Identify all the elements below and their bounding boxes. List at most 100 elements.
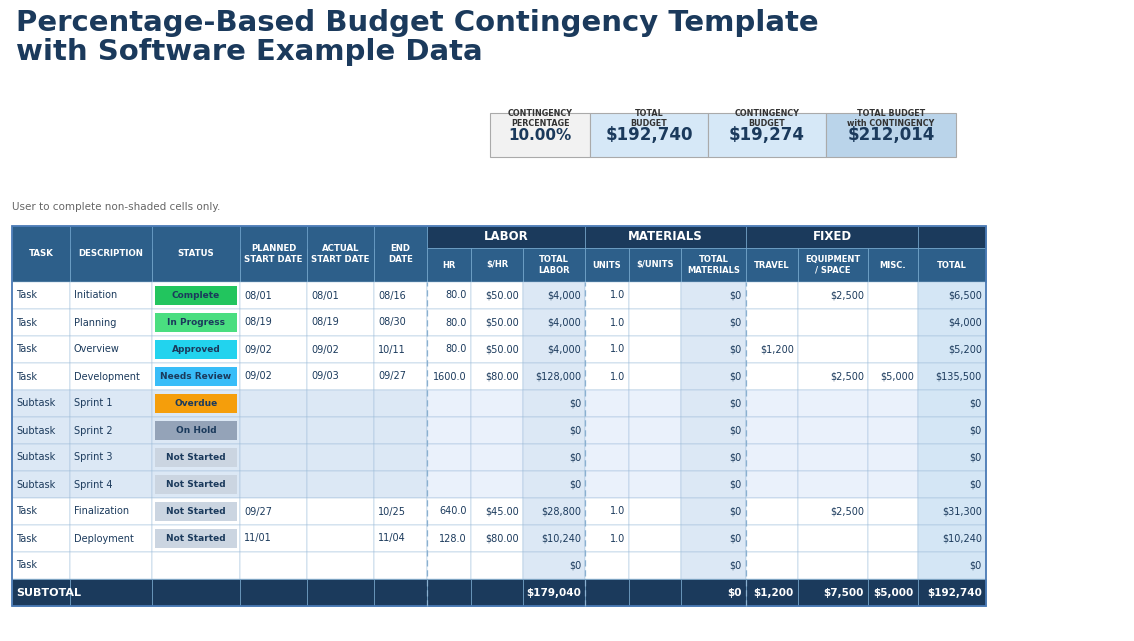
FancyBboxPatch shape	[374, 552, 428, 579]
FancyBboxPatch shape	[746, 417, 798, 444]
FancyBboxPatch shape	[152, 309, 240, 336]
FancyBboxPatch shape	[682, 525, 746, 552]
Text: In Progress: In Progress	[167, 318, 225, 327]
FancyBboxPatch shape	[428, 579, 471, 606]
FancyBboxPatch shape	[798, 363, 868, 390]
Text: $0: $0	[569, 479, 581, 490]
Text: Complete: Complete	[172, 291, 220, 300]
Text: $6,500: $6,500	[948, 290, 982, 301]
FancyBboxPatch shape	[919, 336, 985, 363]
Text: 08/30: 08/30	[378, 317, 406, 328]
FancyBboxPatch shape	[70, 444, 152, 471]
Text: $80.00: $80.00	[485, 372, 519, 381]
Text: On Hold: On Hold	[176, 426, 217, 435]
Text: $0: $0	[569, 560, 581, 570]
FancyBboxPatch shape	[919, 579, 985, 606]
FancyBboxPatch shape	[70, 226, 152, 248]
FancyBboxPatch shape	[746, 336, 798, 363]
FancyBboxPatch shape	[523, 444, 585, 471]
FancyBboxPatch shape	[585, 226, 746, 248]
FancyBboxPatch shape	[585, 444, 629, 471]
FancyBboxPatch shape	[868, 552, 919, 579]
Text: HR: HR	[442, 260, 456, 269]
FancyBboxPatch shape	[155, 421, 237, 440]
Text: $0: $0	[728, 588, 742, 597]
Text: with Software Example Data: with Software Example Data	[16, 38, 483, 66]
Text: $4,000: $4,000	[548, 344, 581, 354]
FancyBboxPatch shape	[682, 248, 746, 282]
FancyBboxPatch shape	[523, 498, 585, 525]
FancyBboxPatch shape	[585, 282, 629, 309]
Text: $2,500: $2,500	[830, 290, 864, 301]
Text: ACTUAL
START DATE: ACTUAL START DATE	[312, 244, 370, 263]
Text: $45.00: $45.00	[485, 506, 519, 517]
Text: 80.0: 80.0	[446, 290, 467, 301]
FancyBboxPatch shape	[374, 309, 428, 336]
FancyBboxPatch shape	[682, 282, 746, 309]
FancyBboxPatch shape	[240, 309, 307, 336]
Text: $0: $0	[730, 372, 742, 381]
Text: $0: $0	[730, 506, 742, 517]
FancyBboxPatch shape	[428, 336, 471, 363]
Text: $28,800: $28,800	[541, 506, 581, 517]
FancyBboxPatch shape	[155, 367, 237, 386]
FancyBboxPatch shape	[307, 579, 374, 606]
FancyBboxPatch shape	[152, 444, 240, 471]
Text: $192,740: $192,740	[928, 588, 982, 597]
FancyBboxPatch shape	[428, 282, 471, 309]
FancyBboxPatch shape	[471, 336, 523, 363]
FancyBboxPatch shape	[471, 471, 523, 498]
Text: Initiation: Initiation	[74, 290, 117, 301]
FancyBboxPatch shape	[471, 417, 523, 444]
Text: $0: $0	[970, 453, 982, 463]
FancyBboxPatch shape	[374, 525, 428, 552]
FancyBboxPatch shape	[152, 226, 240, 248]
Text: $0: $0	[569, 453, 581, 463]
FancyBboxPatch shape	[629, 390, 682, 417]
Text: 09/27: 09/27	[244, 506, 272, 517]
Text: Task: Task	[16, 290, 37, 301]
FancyBboxPatch shape	[746, 444, 798, 471]
Text: $2,500: $2,500	[830, 506, 864, 517]
FancyBboxPatch shape	[374, 226, 428, 248]
Text: $135,500: $135,500	[936, 372, 982, 381]
Text: 08/19: 08/19	[311, 317, 339, 328]
Text: 1600.0: 1600.0	[433, 372, 467, 381]
FancyBboxPatch shape	[70, 390, 152, 417]
FancyBboxPatch shape	[523, 282, 585, 309]
FancyBboxPatch shape	[152, 579, 240, 606]
FancyBboxPatch shape	[746, 498, 798, 525]
FancyBboxPatch shape	[70, 579, 152, 606]
FancyBboxPatch shape	[428, 226, 585, 248]
FancyBboxPatch shape	[798, 552, 868, 579]
Text: END
DATE: END DATE	[388, 244, 413, 263]
Text: $192,740: $192,740	[606, 126, 693, 144]
FancyBboxPatch shape	[428, 471, 471, 498]
FancyBboxPatch shape	[70, 309, 152, 336]
Text: $7,500: $7,500	[823, 588, 864, 597]
FancyBboxPatch shape	[682, 417, 746, 444]
Text: $2,500: $2,500	[830, 372, 864, 381]
FancyBboxPatch shape	[629, 336, 682, 363]
FancyBboxPatch shape	[240, 471, 307, 498]
FancyBboxPatch shape	[746, 552, 798, 579]
Text: Planning: Planning	[74, 317, 117, 328]
FancyBboxPatch shape	[307, 282, 374, 309]
FancyBboxPatch shape	[155, 529, 237, 548]
FancyBboxPatch shape	[374, 336, 428, 363]
Text: Sprint 3: Sprint 3	[74, 453, 112, 463]
FancyBboxPatch shape	[471, 579, 523, 606]
Text: $5,200: $5,200	[948, 344, 982, 354]
FancyBboxPatch shape	[629, 309, 682, 336]
Text: 09/27: 09/27	[378, 372, 406, 381]
FancyBboxPatch shape	[798, 336, 868, 363]
FancyBboxPatch shape	[307, 226, 374, 248]
Text: 08/01: 08/01	[244, 290, 272, 301]
FancyBboxPatch shape	[152, 336, 240, 363]
FancyBboxPatch shape	[629, 471, 682, 498]
Text: $0: $0	[730, 317, 742, 328]
FancyBboxPatch shape	[374, 498, 428, 525]
FancyBboxPatch shape	[798, 579, 868, 606]
FancyBboxPatch shape	[746, 363, 798, 390]
Text: $0: $0	[730, 479, 742, 490]
